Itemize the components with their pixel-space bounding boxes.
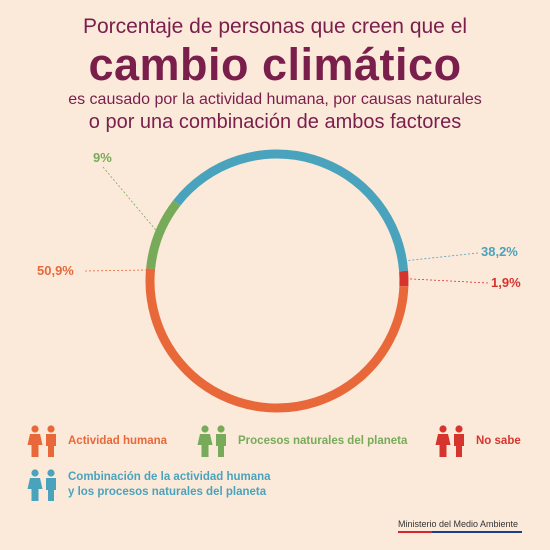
legend-label-no-sabe: No sabe bbox=[476, 434, 521, 447]
legend-no-sabe: No sabe bbox=[434, 424, 521, 458]
slice-actividad-humana bbox=[145, 268, 409, 413]
title-line-1: Porcentaje de personas que creen que el bbox=[82, 15, 468, 38]
legend-label-combinacion-line-2: y los procesos naturales del planeta bbox=[68, 486, 267, 498]
title-line-2: cambio climático bbox=[88, 39, 462, 90]
data-label-procesos-naturales: 9% bbox=[93, 150, 112, 165]
data-label-combinacion: 38,2% bbox=[481, 244, 518, 259]
two-people-icon bbox=[435, 425, 464, 457]
legend-combinacion: Combinación de la actividad humana y los… bbox=[26, 468, 271, 502]
two-people-icon bbox=[27, 425, 56, 457]
legend-actividad-humana: Actividad humana bbox=[26, 424, 167, 458]
legend-label-procesos-naturales: Procesos naturales del planeta bbox=[238, 434, 408, 447]
title-line-4: o por una combinación de ambos factores bbox=[88, 111, 462, 133]
data-label-no-sabe: 1,9% bbox=[491, 275, 521, 290]
chart-title: Porcentaje de personas que creen que el … bbox=[0, 14, 550, 134]
legend-label-actividad-humana: Actividad humana bbox=[68, 434, 168, 447]
legend-label-combinacion: Combinación de la actividad humana y los… bbox=[68, 470, 271, 500]
leader-line-combinacion bbox=[402, 252, 479, 262]
leader-line-actividad-humana bbox=[84, 269, 151, 272]
leader-line-no-sabe bbox=[403, 278, 489, 284]
title-line-3: es causado por la actividad humana, por … bbox=[68, 91, 482, 108]
two-people-icon bbox=[197, 425, 226, 457]
slice-procesos-naturales bbox=[146, 200, 181, 270]
slice-combinacion bbox=[173, 149, 409, 272]
two-people-icon bbox=[27, 469, 56, 501]
leader-line-procesos-naturales bbox=[102, 166, 160, 235]
legend-label-combinacion-line-1: Combinación de la actividad humana bbox=[68, 471, 271, 483]
legend-procesos-naturales: Procesos naturales del planeta bbox=[196, 424, 407, 458]
data-label-actividad-humana: 50,9% bbox=[37, 263, 74, 278]
footer-bar bbox=[398, 531, 522, 533]
footer-bar-accent bbox=[398, 531, 432, 533]
footer-text: Ministerio del Medio Ambiente bbox=[398, 519, 519, 529]
